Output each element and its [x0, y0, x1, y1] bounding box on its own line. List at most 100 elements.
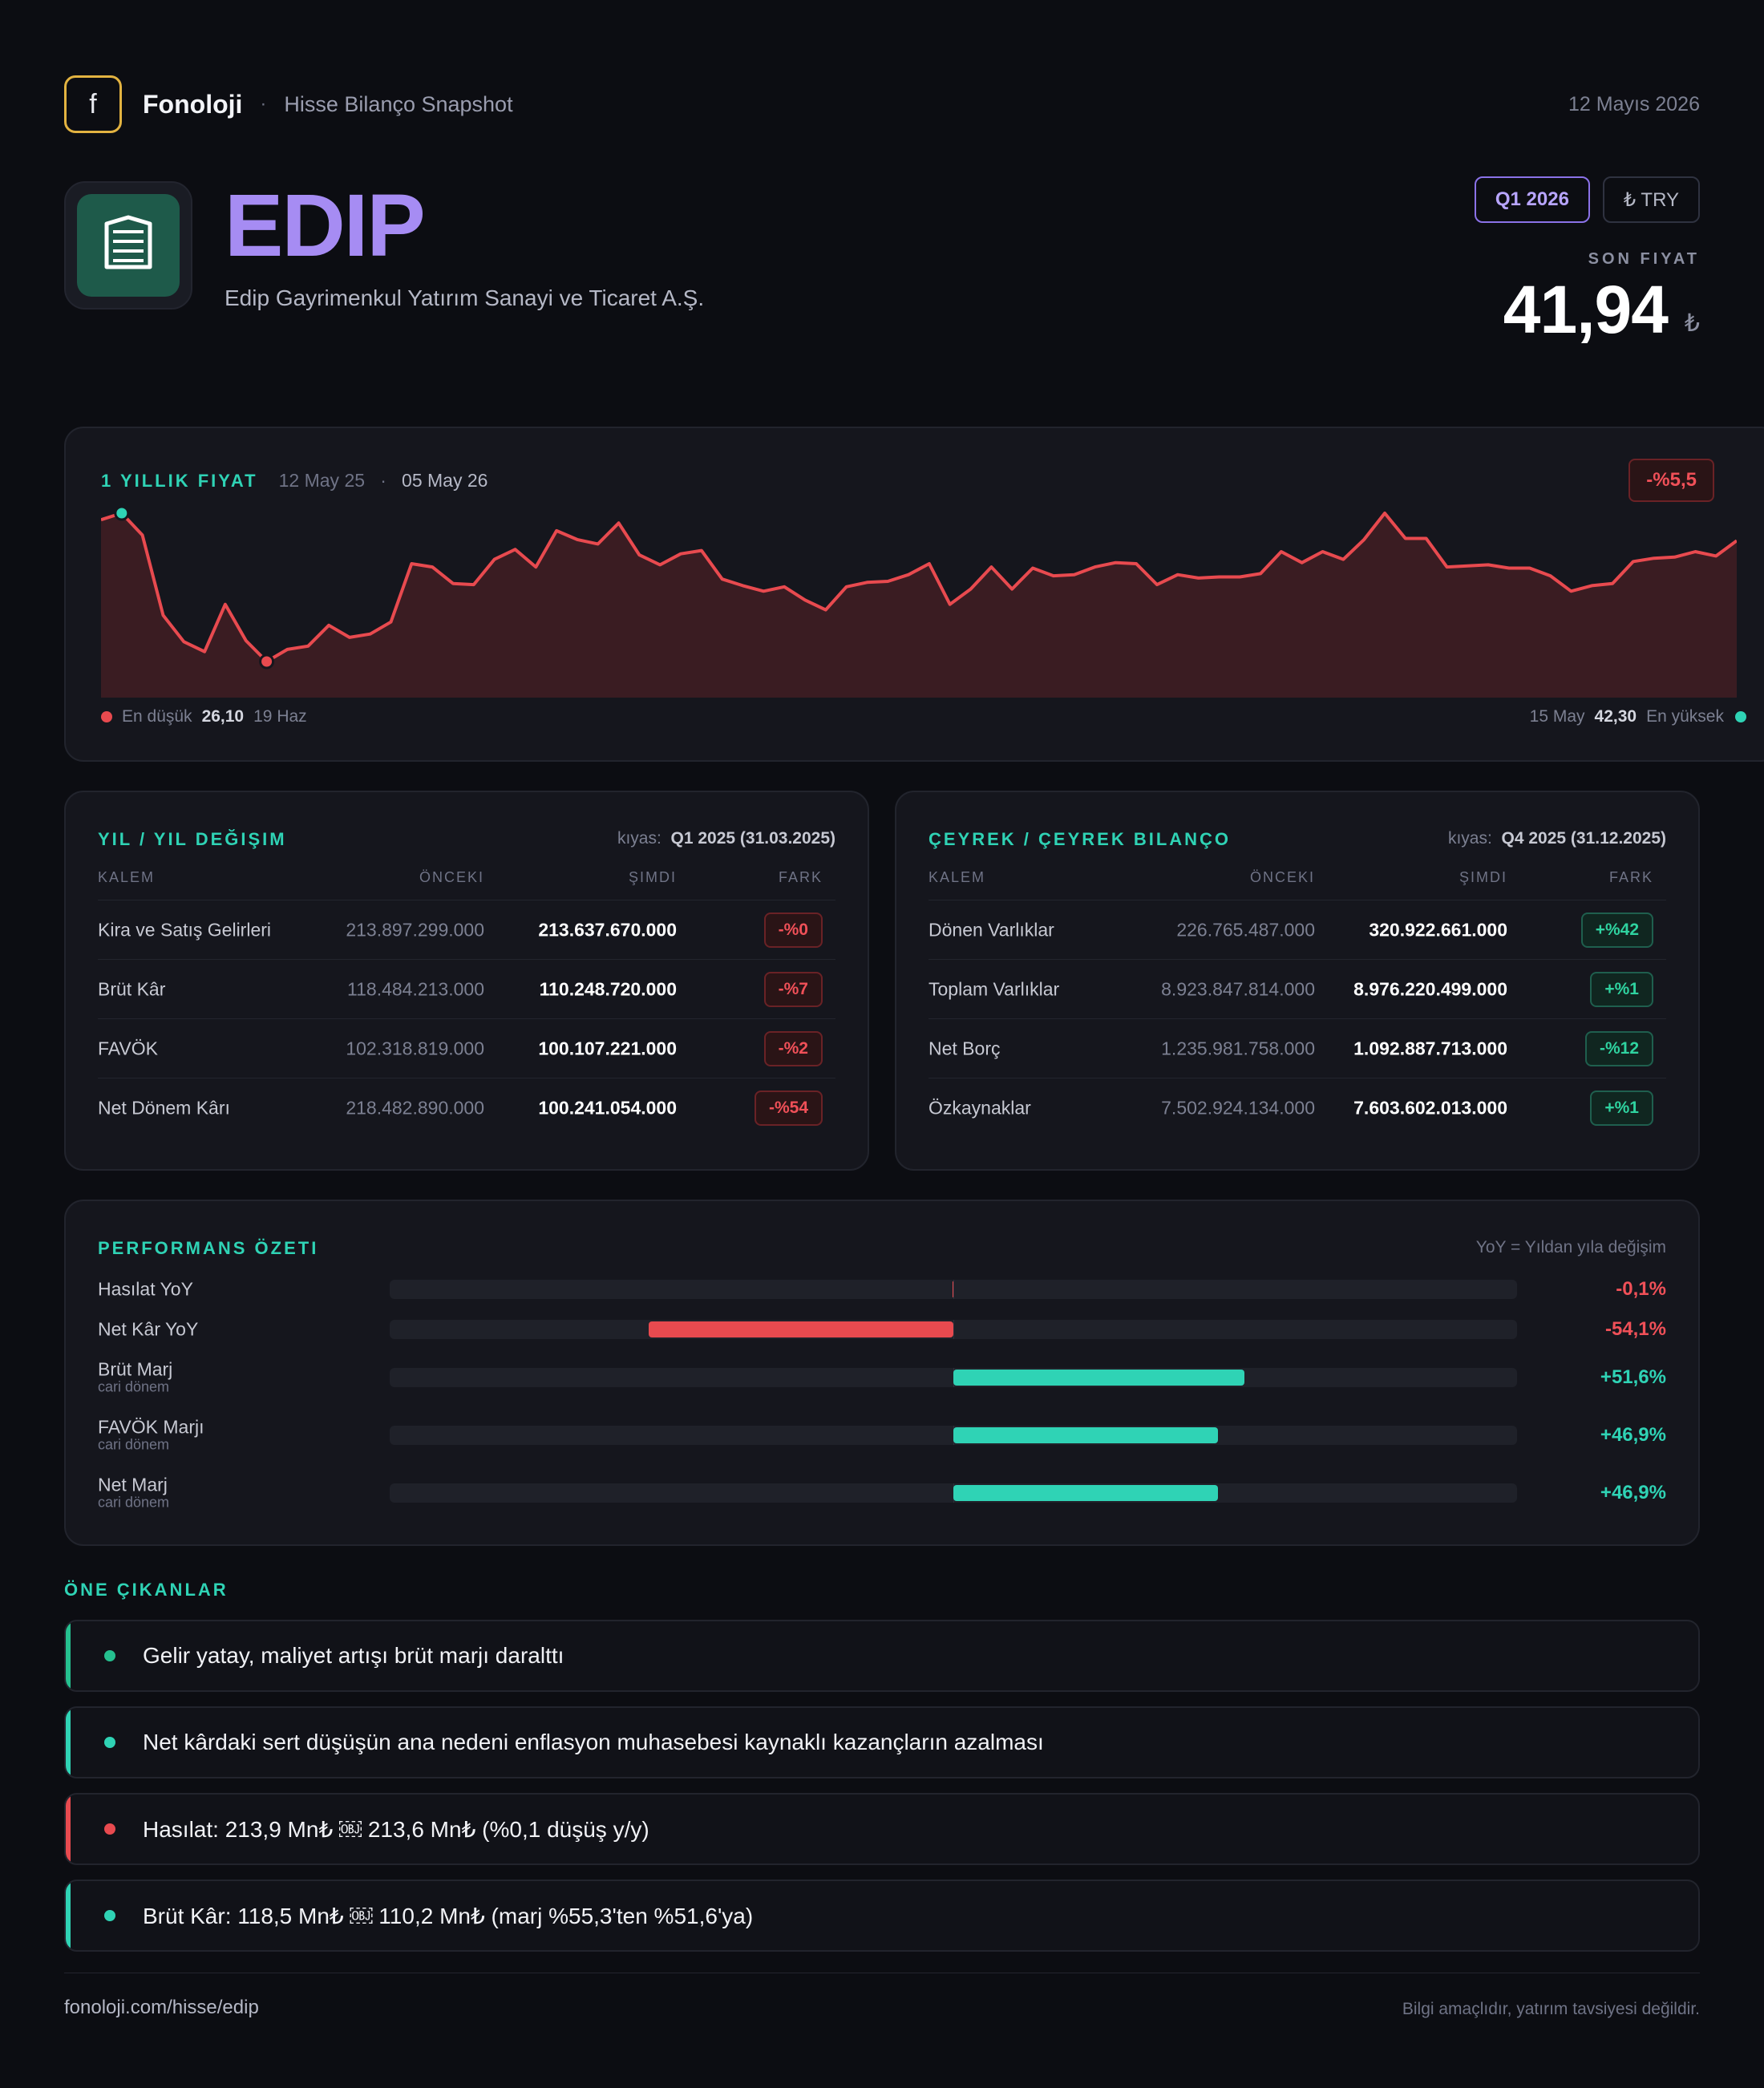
footer-url[interactable]: fonoloji.com/hisse/edip — [64, 1997, 259, 2018]
performance-note: YoY = Yıldan yıla değişim — [1475, 1238, 1666, 1256]
row-now: 213.637.670.000 — [538, 919, 677, 940]
highlight-accent — [66, 1708, 71, 1777]
price-chart-card: 1 YILLIK FIYAT 12 May 25 · 05 May 26 -%5… — [64, 427, 1764, 762]
highlight-item: Brüt Kâr: 118,5 Mn₺ ￼ 110,2 Mn₺ (marj %5… — [64, 1880, 1700, 1952]
row-name: Özkaynaklar — [929, 1097, 1031, 1118]
yoy-title: YIL / YIL DEĞIŞIM — [98, 829, 287, 849]
table-row[interactable]: Net Dönem Kârı 218.482.890.000 100.241.0… — [98, 1078, 835, 1137]
row-name: Toplam Varlıklar — [929, 978, 1060, 999]
perf-label-text: Hasılat YoY — [98, 1278, 193, 1300]
table-row[interactable]: Toplam Varlıklar 8.923.847.814.000 8.976… — [929, 959, 1666, 1018]
qoq-compare-value: Q4 2025 (31.12.2025) — [1501, 829, 1667, 848]
high-point-marker[interactable] — [114, 505, 130, 521]
diff-badge: +%42 — [1580, 912, 1653, 948]
chart-footer: En düşük 26,10 19 Haz 15 May 42,30 En yü… — [101, 707, 1746, 726]
perf-label-text: Net Kâr YoY — [98, 1318, 199, 1340]
high-value: 42,30 — [1594, 707, 1637, 726]
chart-start-date: 12 May 25 — [278, 470, 366, 491]
table-row[interactable]: Dönen Varlıklar 226.765.487.000 320.922.… — [929, 900, 1666, 959]
row-prev: 102.318.819.000 — [346, 1038, 484, 1058]
yoy-compare: kıyas: Q1 2025 (31.03.2025) — [617, 829, 835, 848]
period-pills: Q1 2026 ₺ TRY — [1474, 176, 1700, 223]
col-header-diff: FARK — [1608, 869, 1653, 885]
price-area-fill — [101, 513, 1737, 698]
perf-label: FAVÖK Marjı cari dönem — [98, 1417, 204, 1453]
diff-badge: +%1 — [1590, 1090, 1653, 1126]
col-header-prev: ÖNCEKI — [419, 869, 484, 885]
price-currency: ₺ — [1684, 310, 1700, 337]
bullet-icon — [104, 1823, 115, 1835]
perf-value: +51,6% — [1600, 1366, 1666, 1388]
perf-value: -54,1% — [1604, 1318, 1666, 1340]
perf-label-text: Brüt Marj — [98, 1358, 173, 1380]
yoy-compare-prefix: kıyas: — [617, 829, 662, 848]
chart-date-range: 12 May 25 · 05 May 26 — [279, 470, 488, 492]
qoq-rows: Dönen Varlıklar 226.765.487.000 320.922.… — [929, 900, 1666, 1137]
table-row[interactable]: Kira ve Satış Gelirleri 213.897.299.000 … — [98, 900, 835, 959]
yoy-compare-value: Q1 2025 (31.03.2025) — [670, 829, 836, 848]
highlights-title: ÖNE ÇIKANLAR — [64, 1580, 229, 1600]
company-logo — [64, 181, 192, 310]
row-prev: 213.897.299.000 — [346, 919, 484, 940]
table-row[interactable]: Özkaynaklar 7.502.924.134.000 7.603.602.… — [929, 1078, 1666, 1137]
perf-track — [390, 1368, 1517, 1387]
row-name: Brüt Kâr — [98, 978, 166, 999]
col-header-now: ŞIMDI — [1459, 869, 1507, 885]
perf-label: Hasılat YoY — [98, 1279, 193, 1299]
perf-row-revenue: Hasılat YoY -0,1% — [98, 1265, 1666, 1313]
perf-label-text: Net Marj — [98, 1474, 168, 1495]
diff-badge: +%1 — [1590, 971, 1653, 1007]
perf-zero-line — [953, 1280, 954, 1299]
low-label: En düşük — [122, 707, 192, 726]
row-prev: 218.482.890.000 — [346, 1097, 484, 1118]
row-now: 110.248.720.000 — [539, 978, 677, 999]
chart-end-date: 05 May 26 — [402, 470, 488, 491]
table-row[interactable]: Brüt Kâr 118.484.213.000 110.248.720.000… — [98, 959, 835, 1018]
company-name: Edip Gayrimenkul Yatırım Sanayi ve Ticar… — [225, 285, 705, 310]
row-name: Dönen Varlıklar — [929, 919, 1054, 940]
logo-letter: f — [89, 88, 97, 119]
diff-badge: -%0 — [763, 912, 823, 948]
perf-label: Net Kâr YoY — [98, 1319, 198, 1339]
qoq-compare: kıyas: Q4 2025 (31.12.2025) — [1448, 829, 1666, 848]
perf-sublabel: cari dönem — [98, 1494, 170, 1511]
low-point-marker[interactable] — [259, 654, 275, 670]
chart-header: 1 YILLIK FIYAT 12 May 25 · 05 May 26 — [101, 470, 488, 492]
chart-title: 1 YILLIK FIYAT — [101, 471, 258, 491]
highlight-item: Gelir yatay, maliyet artışı brüt marjı d… — [64, 1620, 1700, 1692]
brand-logo[interactable]: f — [64, 75, 122, 133]
low-date: 19 Haz — [253, 707, 307, 726]
table-row[interactable]: FAVÖK 102.318.819.000 100.107.221.000 -%… — [98, 1018, 835, 1078]
qoq-title: ÇEYREK / ÇEYREK BILANÇO — [929, 829, 1232, 849]
perf-label-text: FAVÖK Marjı — [98, 1416, 204, 1438]
table-row[interactable]: Net Borç 1.235.981.758.000 1.092.887.713… — [929, 1018, 1666, 1078]
bullet-icon — [104, 1910, 115, 1921]
period-pill[interactable]: Q1 2026 — [1474, 176, 1590, 223]
chart-date-separator: · — [380, 470, 386, 491]
currency-pill[interactable]: ₺ TRY — [1602, 176, 1700, 223]
highlight-accent — [66, 1881, 71, 1950]
row-name: Net Dönem Kârı — [98, 1097, 230, 1118]
row-now: 1.092.887.713.000 — [1353, 1038, 1507, 1058]
highlight-text: Gelir yatay, maliyet artışı brüt marjı d… — [143, 1643, 564, 1668]
perf-bar — [953, 1427, 1218, 1443]
brand-name[interactable]: Fonoloji — [143, 89, 243, 119]
price-change-badge: -%5,5 — [1628, 459, 1714, 502]
row-now: 320.922.661.000 — [1369, 919, 1507, 940]
price-area-chart[interactable] — [101, 505, 1737, 698]
highlight-text: Brüt Kâr: 118,5 Mn₺ ￼ 110,2 Mn₺ (marj %5… — [143, 1903, 754, 1928]
qoq-table-header: KALEM ÖNCEKI ŞIMDI FARK — [929, 869, 1666, 888]
col-header-item: KALEM — [929, 869, 986, 885]
low-marker-icon — [101, 711, 112, 722]
row-name: Net Borç — [929, 1038, 1001, 1058]
last-price: 41,94 — [1503, 272, 1669, 347]
header-subtitle: Hisse Bilanço Snapshot — [284, 91, 513, 116]
high-date: 15 May — [1529, 707, 1585, 726]
company-logo-icon — [77, 194, 180, 297]
row-prev: 8.923.847.814.000 — [1161, 978, 1315, 999]
highlight-text: Net kârdaki sert düşüşün ana nedeni enfl… — [143, 1730, 1044, 1754]
top-header: f Fonoloji · Hisse Bilanço Snapshot 12 M… — [64, 75, 1700, 133]
diff-badge: -%54 — [754, 1090, 823, 1126]
bullet-icon — [104, 1650, 115, 1661]
perf-track — [390, 1483, 1517, 1503]
